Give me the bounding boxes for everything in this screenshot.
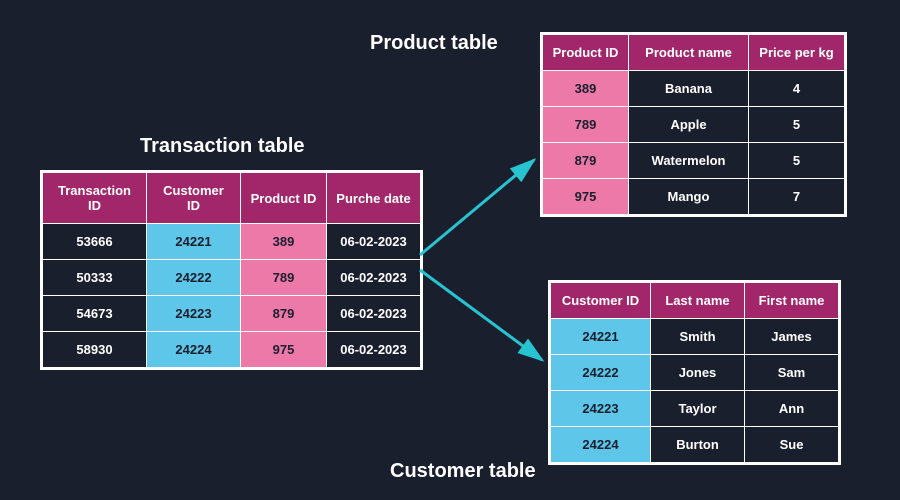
table-cell: Watermelon <box>629 143 749 179</box>
col-header: Last name <box>651 283 745 319</box>
col-header: Product name <box>629 35 749 71</box>
customer-table-title: Customer table <box>390 460 536 483</box>
product-table-grid: Product IDProduct namePrice per kg389Ban… <box>542 34 845 215</box>
table-cell: James <box>745 319 839 355</box>
table-cell: 5 <box>749 107 845 143</box>
transaction-table-title: Transaction table <box>140 135 305 158</box>
table-cell: 06-02-2023 <box>327 296 421 332</box>
col-header: First name <box>745 283 839 319</box>
col-header: Customer ID <box>147 173 241 224</box>
table-cell: 879 <box>543 143 629 179</box>
product-table-title: Product table <box>370 32 498 55</box>
table-cell: 4 <box>749 71 845 107</box>
table-cell: 06-02-2023 <box>327 224 421 260</box>
table-row: 503332422278906-02-2023 <box>43 260 421 296</box>
col-header: Price per kg <box>749 35 845 71</box>
table-cell: 24222 <box>147 260 241 296</box>
table-cell: Burton <box>651 427 745 463</box>
table-cell: Jones <box>651 355 745 391</box>
transaction-table-grid: Transaction IDCustomer IDProduct IDPurch… <box>42 172 421 368</box>
table-cell: 789 <box>241 260 327 296</box>
table-row: 24222JonesSam <box>551 355 839 391</box>
table-cell: 5 <box>749 143 845 179</box>
table-cell: 975 <box>241 332 327 368</box>
customer-table-grid: Customer IDLast nameFirst name24221Smith… <box>550 282 839 463</box>
table-row: 389Banana4 <box>543 71 845 107</box>
table-cell: 24224 <box>147 332 241 368</box>
table-row: 546732422387906-02-2023 <box>43 296 421 332</box>
transaction-table: Transaction IDCustomer IDProduct IDPurch… <box>40 170 423 370</box>
table-cell: Mango <box>629 179 749 215</box>
table-cell: 50333 <box>43 260 147 296</box>
table-row: 24224BurtonSue <box>551 427 839 463</box>
table-cell: Sam <box>745 355 839 391</box>
table-cell: Apple <box>629 107 749 143</box>
col-header: Transaction ID <box>43 173 147 224</box>
table-cell: 24223 <box>147 296 241 332</box>
table-cell: Ann <box>745 391 839 427</box>
table-row: 975Mango7 <box>543 179 845 215</box>
table-cell: 389 <box>241 224 327 260</box>
relation-arrow <box>420 270 542 360</box>
table-cell: 54673 <box>43 296 147 332</box>
table-row: 589302422497506-02-2023 <box>43 332 421 368</box>
table-row: 24221SmithJames <box>551 319 839 355</box>
col-header: Customer ID <box>551 283 651 319</box>
table-cell: 389 <box>543 71 629 107</box>
table-cell: 24224 <box>551 427 651 463</box>
table-cell: Smith <box>651 319 745 355</box>
table-cell: 06-02-2023 <box>327 332 421 368</box>
table-cell: 789 <box>543 107 629 143</box>
relation-arrow <box>420 160 534 255</box>
customer-table: Customer IDLast nameFirst name24221Smith… <box>548 280 841 465</box>
table-cell: 24223 <box>551 391 651 427</box>
col-header: Product ID <box>241 173 327 224</box>
table-cell: Taylor <box>651 391 745 427</box>
table-cell: Banana <box>629 71 749 107</box>
table-row: 536662422138906-02-2023 <box>43 224 421 260</box>
table-cell: 975 <box>543 179 629 215</box>
table-cell: 879 <box>241 296 327 332</box>
table-cell: 24221 <box>147 224 241 260</box>
table-row: 789Apple5 <box>543 107 845 143</box>
col-header: Purche date <box>327 173 421 224</box>
table-cell: 06-02-2023 <box>327 260 421 296</box>
table-cell: 24221 <box>551 319 651 355</box>
table-cell: 53666 <box>43 224 147 260</box>
table-row: 879Watermelon5 <box>543 143 845 179</box>
table-cell: 58930 <box>43 332 147 368</box>
table-cell: 24222 <box>551 355 651 391</box>
col-header: Product ID <box>543 35 629 71</box>
arrow-lines <box>420 160 542 360</box>
table-row: 24223TaylorAnn <box>551 391 839 427</box>
product-table: Product IDProduct namePrice per kg389Ban… <box>540 32 847 217</box>
table-cell: 7 <box>749 179 845 215</box>
table-cell: Sue <box>745 427 839 463</box>
